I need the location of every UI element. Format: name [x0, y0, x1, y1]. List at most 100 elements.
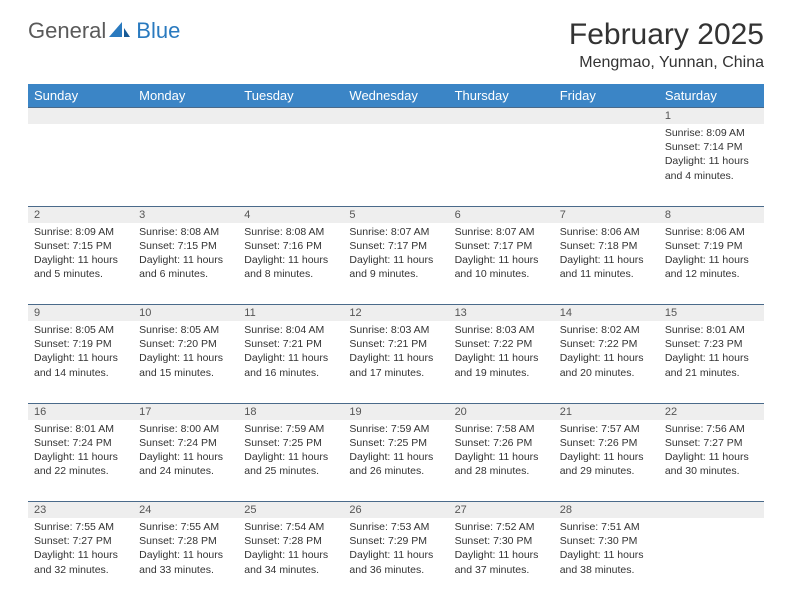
day-content-cell	[238, 124, 343, 206]
sunrise-text: Sunrise: 8:05 AM	[139, 323, 232, 337]
day-number-cell	[554, 108, 659, 125]
daylight-text: Daylight: 11 hours and 5 minutes.	[34, 253, 127, 281]
sunrise-text: Sunrise: 7:58 AM	[455, 422, 548, 436]
day-number-cell	[659, 502, 764, 519]
daylight-text: Daylight: 11 hours and 33 minutes.	[139, 548, 232, 576]
sunrise-text: Sunrise: 8:06 AM	[560, 225, 653, 239]
sunrise-text: Sunrise: 8:03 AM	[349, 323, 442, 337]
page-container: General Blue February 2025 Mengmao, Yunn…	[0, 0, 792, 610]
day-number-cell: 22	[659, 403, 764, 420]
sunrise-text: Sunrise: 7:57 AM	[560, 422, 653, 436]
sunset-text: Sunset: 7:22 PM	[560, 337, 653, 351]
sunrise-text: Sunrise: 8:06 AM	[665, 225, 758, 239]
sunset-text: Sunset: 7:20 PM	[139, 337, 232, 351]
sunrise-text: Sunrise: 8:07 AM	[455, 225, 548, 239]
day-number-cell: 23	[28, 502, 133, 519]
sunrise-text: Sunrise: 8:02 AM	[560, 323, 653, 337]
content-row: Sunrise: 8:01 AMSunset: 7:24 PMDaylight:…	[28, 420, 764, 502]
sunset-text: Sunset: 7:15 PM	[34, 239, 127, 253]
sunset-text: Sunset: 7:17 PM	[349, 239, 442, 253]
daylight-text: Daylight: 11 hours and 10 minutes.	[455, 253, 548, 281]
day-content-cell: Sunrise: 8:06 AMSunset: 7:18 PMDaylight:…	[554, 223, 659, 305]
day-number-cell: 8	[659, 206, 764, 223]
day-number-cell: 12	[343, 305, 448, 322]
day-number-cell	[343, 108, 448, 125]
daylight-text: Daylight: 11 hours and 29 minutes.	[560, 450, 653, 478]
day-number-cell: 19	[343, 403, 448, 420]
day-number-cell: 25	[238, 502, 343, 519]
sunrise-text: Sunrise: 7:59 AM	[244, 422, 337, 436]
logo-sail-icon	[109, 20, 131, 43]
sunset-text: Sunset: 7:30 PM	[455, 534, 548, 548]
sunrise-text: Sunrise: 7:52 AM	[455, 520, 548, 534]
day-content-cell: Sunrise: 7:57 AMSunset: 7:26 PMDaylight:…	[554, 420, 659, 502]
sunrise-text: Sunrise: 8:00 AM	[139, 422, 232, 436]
sunrise-text: Sunrise: 8:07 AM	[349, 225, 442, 239]
day-content-cell: Sunrise: 8:01 AMSunset: 7:24 PMDaylight:…	[28, 420, 133, 502]
day-content-cell: Sunrise: 7:51 AMSunset: 7:30 PMDaylight:…	[554, 518, 659, 600]
day-content-cell: Sunrise: 8:04 AMSunset: 7:21 PMDaylight:…	[238, 321, 343, 403]
day-number-cell: 20	[449, 403, 554, 420]
weekday-header: Tuesday	[238, 84, 343, 108]
day-number-cell	[238, 108, 343, 125]
content-row: Sunrise: 8:09 AMSunset: 7:14 PMDaylight:…	[28, 124, 764, 206]
day-number-cell: 10	[133, 305, 238, 322]
day-number-cell	[133, 108, 238, 125]
content-row: Sunrise: 8:09 AMSunset: 7:15 PMDaylight:…	[28, 223, 764, 305]
day-content-cell	[343, 124, 448, 206]
daynum-row: 16171819202122	[28, 403, 764, 420]
day-content-cell	[659, 518, 764, 600]
sunrise-text: Sunrise: 7:59 AM	[349, 422, 442, 436]
sunrise-text: Sunrise: 8:01 AM	[34, 422, 127, 436]
page-title: February 2025	[569, 18, 764, 52]
sunrise-text: Sunrise: 7:51 AM	[560, 520, 653, 534]
weekday-header: Saturday	[659, 84, 764, 108]
sunrise-text: Sunrise: 8:01 AM	[665, 323, 758, 337]
sunset-text: Sunset: 7:15 PM	[139, 239, 232, 253]
sunset-text: Sunset: 7:24 PM	[34, 436, 127, 450]
day-content-cell: Sunrise: 8:03 AMSunset: 7:22 PMDaylight:…	[449, 321, 554, 403]
weekday-header: Friday	[554, 84, 659, 108]
sunset-text: Sunset: 7:26 PM	[560, 436, 653, 450]
day-content-cell	[449, 124, 554, 206]
daylight-text: Daylight: 11 hours and 8 minutes.	[244, 253, 337, 281]
daylight-text: Daylight: 11 hours and 22 minutes.	[34, 450, 127, 478]
calendar-header-row: SundayMondayTuesdayWednesdayThursdayFrid…	[28, 84, 764, 108]
day-number-cell: 2	[28, 206, 133, 223]
sunrise-text: Sunrise: 8:09 AM	[34, 225, 127, 239]
daylight-text: Daylight: 11 hours and 25 minutes.	[244, 450, 337, 478]
day-content-cell: Sunrise: 8:02 AMSunset: 7:22 PMDaylight:…	[554, 321, 659, 403]
day-content-cell: Sunrise: 8:08 AMSunset: 7:16 PMDaylight:…	[238, 223, 343, 305]
sunrise-text: Sunrise: 8:09 AM	[665, 126, 758, 140]
day-content-cell: Sunrise: 7:59 AMSunset: 7:25 PMDaylight:…	[238, 420, 343, 502]
day-number-cell: 21	[554, 403, 659, 420]
daylight-text: Daylight: 11 hours and 38 minutes.	[560, 548, 653, 576]
sunset-text: Sunset: 7:21 PM	[244, 337, 337, 351]
sunset-text: Sunset: 7:25 PM	[244, 436, 337, 450]
day-number-cell: 3	[133, 206, 238, 223]
day-content-cell: Sunrise: 7:56 AMSunset: 7:27 PMDaylight:…	[659, 420, 764, 502]
daylight-text: Daylight: 11 hours and 34 minutes.	[244, 548, 337, 576]
header: General Blue February 2025 Mengmao, Yunn…	[28, 18, 764, 72]
day-content-cell: Sunrise: 7:52 AMSunset: 7:30 PMDaylight:…	[449, 518, 554, 600]
page-subtitle: Mengmao, Yunnan, China	[569, 54, 764, 72]
daynum-row: 1	[28, 108, 764, 125]
sunset-text: Sunset: 7:17 PM	[455, 239, 548, 253]
daylight-text: Daylight: 11 hours and 21 minutes.	[665, 351, 758, 379]
sunset-text: Sunset: 7:21 PM	[349, 337, 442, 351]
title-block: February 2025 Mengmao, Yunnan, China	[569, 18, 764, 72]
daynum-row: 9101112131415	[28, 305, 764, 322]
day-content-cell: Sunrise: 8:09 AMSunset: 7:14 PMDaylight:…	[659, 124, 764, 206]
day-number-cell: 1	[659, 108, 764, 125]
daylight-text: Daylight: 11 hours and 19 minutes.	[455, 351, 548, 379]
weekday-header: Thursday	[449, 84, 554, 108]
sunset-text: Sunset: 7:22 PM	[455, 337, 548, 351]
day-number-cell	[28, 108, 133, 125]
daylight-text: Daylight: 11 hours and 24 minutes.	[139, 450, 232, 478]
daynum-row: 2345678	[28, 206, 764, 223]
sunset-text: Sunset: 7:18 PM	[560, 239, 653, 253]
day-content-cell: Sunrise: 8:03 AMSunset: 7:21 PMDaylight:…	[343, 321, 448, 403]
daylight-text: Daylight: 11 hours and 6 minutes.	[139, 253, 232, 281]
logo-text-general: General	[28, 18, 106, 44]
day-content-cell: Sunrise: 7:54 AMSunset: 7:28 PMDaylight:…	[238, 518, 343, 600]
